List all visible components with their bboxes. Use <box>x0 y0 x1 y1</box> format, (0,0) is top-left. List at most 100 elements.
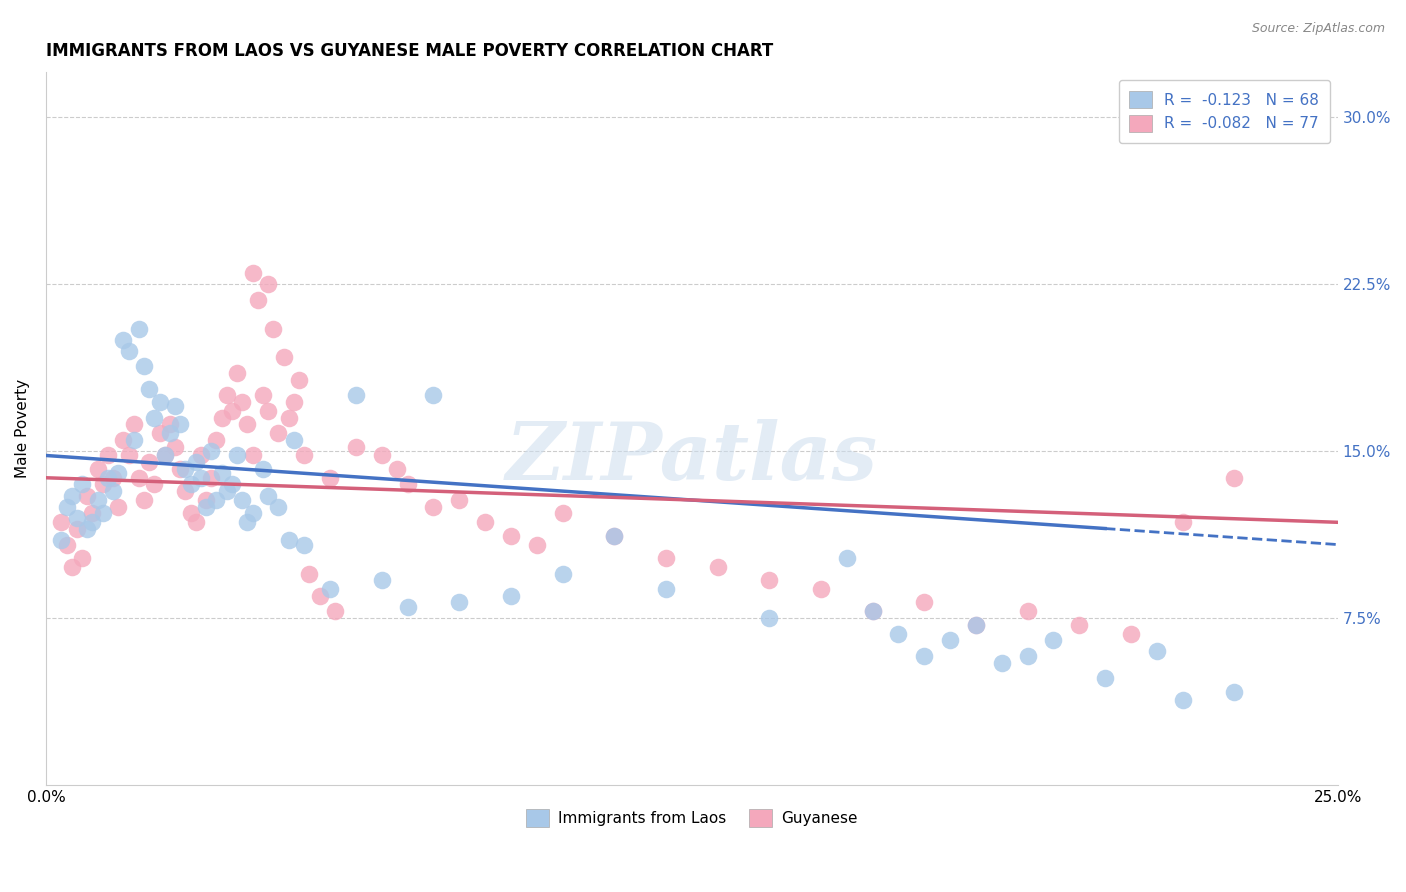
Point <box>257 489 280 503</box>
Point <box>267 500 290 514</box>
Point <box>246 293 269 307</box>
Point <box>174 462 197 476</box>
Point <box>991 656 1014 670</box>
Point <box>221 404 243 418</box>
Point <box>319 471 342 485</box>
Point <box>128 471 150 485</box>
Point <box>231 395 253 409</box>
Point <box>107 500 129 514</box>
Point <box>474 516 496 530</box>
Point <box>165 400 187 414</box>
Point <box>138 455 160 469</box>
Point <box>165 440 187 454</box>
Point <box>66 522 89 536</box>
Point <box>655 582 678 596</box>
Point <box>939 633 962 648</box>
Point <box>70 550 93 565</box>
Point <box>242 507 264 521</box>
Point <box>215 388 238 402</box>
Point <box>122 433 145 447</box>
Point <box>912 648 935 663</box>
Point <box>252 388 274 402</box>
Point <box>1017 648 1039 663</box>
Point <box>91 477 114 491</box>
Point <box>706 559 728 574</box>
Point <box>82 516 104 530</box>
Point <box>76 522 98 536</box>
Point <box>449 595 471 609</box>
Point <box>887 626 910 640</box>
Point <box>200 471 222 485</box>
Point <box>242 266 264 280</box>
Point <box>211 467 233 481</box>
Point <box>55 500 77 514</box>
Point <box>292 538 315 552</box>
Point <box>205 493 228 508</box>
Point <box>128 321 150 335</box>
Point <box>551 507 574 521</box>
Text: IMMIGRANTS FROM LAOS VS GUYANESE MALE POVERTY CORRELATION CHART: IMMIGRANTS FROM LAOS VS GUYANESE MALE PO… <box>46 42 773 60</box>
Point <box>174 484 197 499</box>
Point <box>319 582 342 596</box>
Point <box>190 449 212 463</box>
Point <box>273 351 295 365</box>
Point <box>195 493 218 508</box>
Point <box>1146 644 1168 658</box>
Legend: Immigrants from Laos, Guyanese: Immigrants from Laos, Guyanese <box>519 802 865 835</box>
Point <box>215 484 238 499</box>
Point <box>449 493 471 508</box>
Point <box>965 617 987 632</box>
Point <box>758 573 780 587</box>
Point <box>51 516 73 530</box>
Point <box>190 471 212 485</box>
Point <box>344 388 367 402</box>
Point <box>143 410 166 425</box>
Point <box>134 359 156 374</box>
Point <box>758 611 780 625</box>
Point <box>122 417 145 432</box>
Point <box>153 449 176 463</box>
Point <box>387 462 409 476</box>
Point <box>308 589 330 603</box>
Point <box>205 433 228 447</box>
Point <box>236 516 259 530</box>
Point <box>221 477 243 491</box>
Point <box>277 410 299 425</box>
Point <box>153 449 176 463</box>
Text: Source: ZipAtlas.com: Source: ZipAtlas.com <box>1251 22 1385 36</box>
Point <box>499 589 522 603</box>
Point <box>180 507 202 521</box>
Point <box>912 595 935 609</box>
Point <box>257 404 280 418</box>
Point <box>1069 617 1091 632</box>
Point <box>159 426 181 441</box>
Point <box>97 449 120 463</box>
Point <box>138 382 160 396</box>
Point <box>862 604 884 618</box>
Point <box>107 467 129 481</box>
Point <box>184 455 207 469</box>
Point <box>283 433 305 447</box>
Point <box>1017 604 1039 618</box>
Point <box>236 417 259 432</box>
Point <box>169 417 191 432</box>
Point <box>149 395 172 409</box>
Point <box>1171 516 1194 530</box>
Text: ZIPatlas: ZIPatlas <box>506 418 877 496</box>
Point <box>1223 684 1246 698</box>
Point <box>277 533 299 548</box>
Point <box>211 410 233 425</box>
Point <box>862 604 884 618</box>
Point <box>70 477 93 491</box>
Point <box>60 559 83 574</box>
Point <box>159 417 181 432</box>
Point <box>292 449 315 463</box>
Point <box>603 529 626 543</box>
Point <box>242 449 264 463</box>
Point <box>1042 633 1064 648</box>
Point <box>97 471 120 485</box>
Point <box>60 489 83 503</box>
Point <box>283 395 305 409</box>
Point <box>169 462 191 476</box>
Point <box>143 477 166 491</box>
